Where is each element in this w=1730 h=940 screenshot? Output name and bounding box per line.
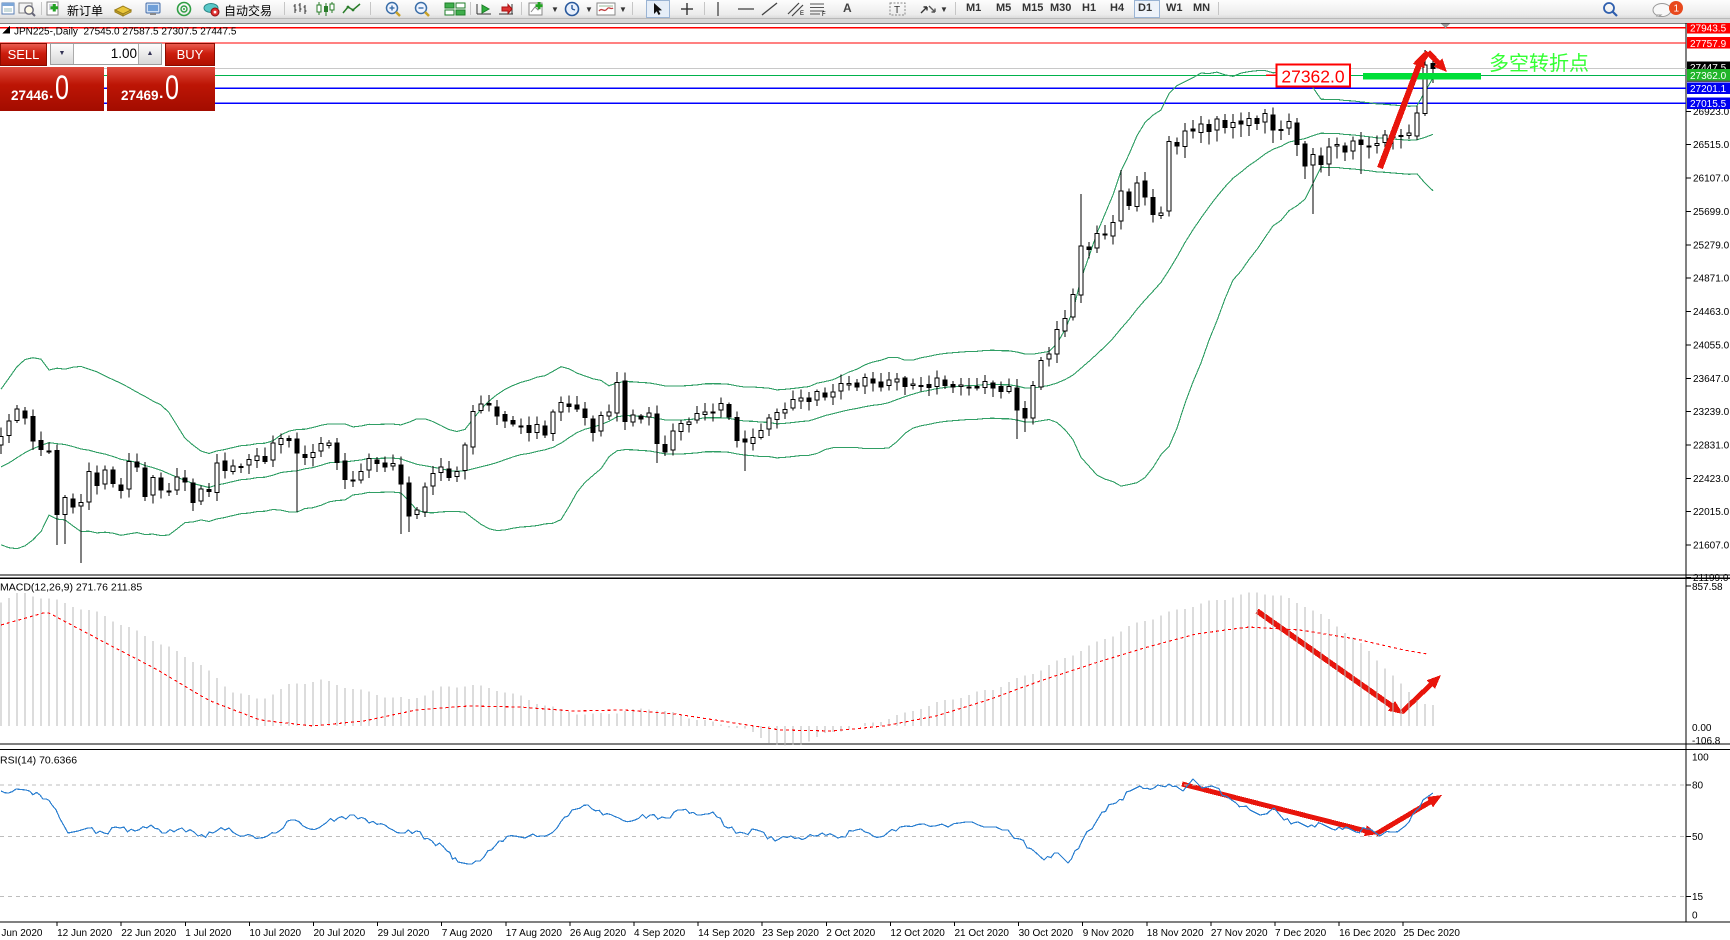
svg-text:E: E [800, 11, 804, 17]
svg-text:7 Dec 2020: 7 Dec 2020 [1275, 928, 1327, 939]
svg-text:12 Oct 2020: 12 Oct 2020 [890, 928, 945, 939]
svg-text:21607.0: 21607.0 [1693, 541, 1730, 552]
svg-text:26107.0: 26107.0 [1693, 174, 1730, 185]
svg-text:12 Jun 2020: 12 Jun 2020 [57, 928, 112, 939]
svg-text:25699.0: 25699.0 [1693, 207, 1730, 218]
svg-text:RSI(14) 70.6366: RSI(14) 70.6366 [0, 755, 77, 767]
svg-text:10 Jul 2020: 10 Jul 2020 [249, 928, 301, 939]
svg-text:7 Aug 2020: 7 Aug 2020 [442, 928, 493, 939]
svg-text:50: 50 [1692, 832, 1704, 843]
svg-text:26923.0: 26923.0 [1693, 107, 1730, 118]
svg-text:23239.0: 23239.0 [1693, 407, 1730, 418]
svg-text:23 Sep 2020: 23 Sep 2020 [762, 928, 819, 939]
svg-text:27757.9: 27757.9 [1690, 39, 1727, 50]
svg-text:0.00: 0.00 [1692, 723, 1712, 734]
svg-text:17 Aug 2020: 17 Aug 2020 [506, 928, 563, 939]
svg-text:1 Jul 2020: 1 Jul 2020 [185, 928, 232, 939]
svg-text:-106.8: -106.8 [1692, 736, 1721, 747]
svg-text:24055.0: 24055.0 [1693, 340, 1730, 351]
svg-text:4 Sep 2020: 4 Sep 2020 [634, 928, 686, 939]
svg-text:1 Jun 2020: 1 Jun 2020 [0, 928, 43, 939]
svg-text:100: 100 [1692, 753, 1709, 764]
svg-text:15: 15 [1692, 892, 1704, 903]
svg-text:27362.0: 27362.0 [1281, 66, 1345, 86]
svg-text:25279.0: 25279.0 [1693, 240, 1730, 251]
svg-text:18 Nov 2020: 18 Nov 2020 [1147, 928, 1204, 939]
svg-text:21 Oct 2020: 21 Oct 2020 [955, 928, 1010, 939]
svg-text:9 Nov 2020: 9 Nov 2020 [1083, 928, 1135, 939]
svg-text:24871.0: 24871.0 [1693, 274, 1730, 285]
svg-text:27 Nov 2020: 27 Nov 2020 [1211, 928, 1268, 939]
svg-text:21199.0: 21199.0 [1693, 573, 1729, 584]
svg-text:JPN225-,Daily 27545.0 27587.5: JPN225-,Daily 27545.0 27587.5 27307.5 27… [14, 27, 237, 38]
svg-text:27201.1: 27201.1 [1690, 84, 1727, 95]
svg-text:22 Jun 2020: 22 Jun 2020 [121, 928, 176, 939]
svg-text:80: 80 [1692, 781, 1704, 792]
svg-text:0: 0 [1692, 911, 1698, 922]
svg-text:25 Dec 2020: 25 Dec 2020 [1403, 928, 1460, 939]
svg-text:1: 1 [1674, 4, 1680, 15]
svg-text:26515.0: 26515.0 [1693, 140, 1730, 151]
svg-text:多空转折点: 多空转折点 [1489, 52, 1589, 75]
svg-text:16 Dec 2020: 16 Dec 2020 [1339, 928, 1396, 939]
svg-text:23647.0: 23647.0 [1693, 374, 1730, 385]
svg-text:14 Sep 2020: 14 Sep 2020 [698, 928, 755, 939]
svg-text:22423.0: 22423.0 [1693, 474, 1730, 485]
svg-text:24463.0: 24463.0 [1693, 307, 1730, 318]
svg-text:20 Jul 2020: 20 Jul 2020 [314, 928, 366, 939]
svg-text:27447.5: 27447.5 [1690, 63, 1727, 74]
svg-text:26 Aug 2020: 26 Aug 2020 [570, 928, 627, 939]
svg-text:29 Jul 2020: 29 Jul 2020 [378, 928, 430, 939]
svg-text:22831.0: 22831.0 [1693, 441, 1730, 452]
svg-text:27943.5: 27943.5 [1690, 24, 1727, 35]
svg-text:MACD(12,26,9) 271.76 211.85: MACD(12,26,9) 271.76 211.85 [0, 582, 142, 594]
svg-text:22015.0: 22015.0 [1693, 507, 1730, 518]
svg-text:T: T [894, 5, 900, 16]
svg-text:27362.0: 27362.0 [1690, 71, 1727, 82]
svg-text:27015.5: 27015.5 [1690, 99, 1727, 110]
svg-text:2 Oct 2020: 2 Oct 2020 [826, 928, 875, 939]
svg-text:F: F [822, 12, 826, 17]
svg-text:857.58: 857.58 [1692, 582, 1723, 593]
svg-text:30 Oct 2020: 30 Oct 2020 [1019, 928, 1074, 939]
